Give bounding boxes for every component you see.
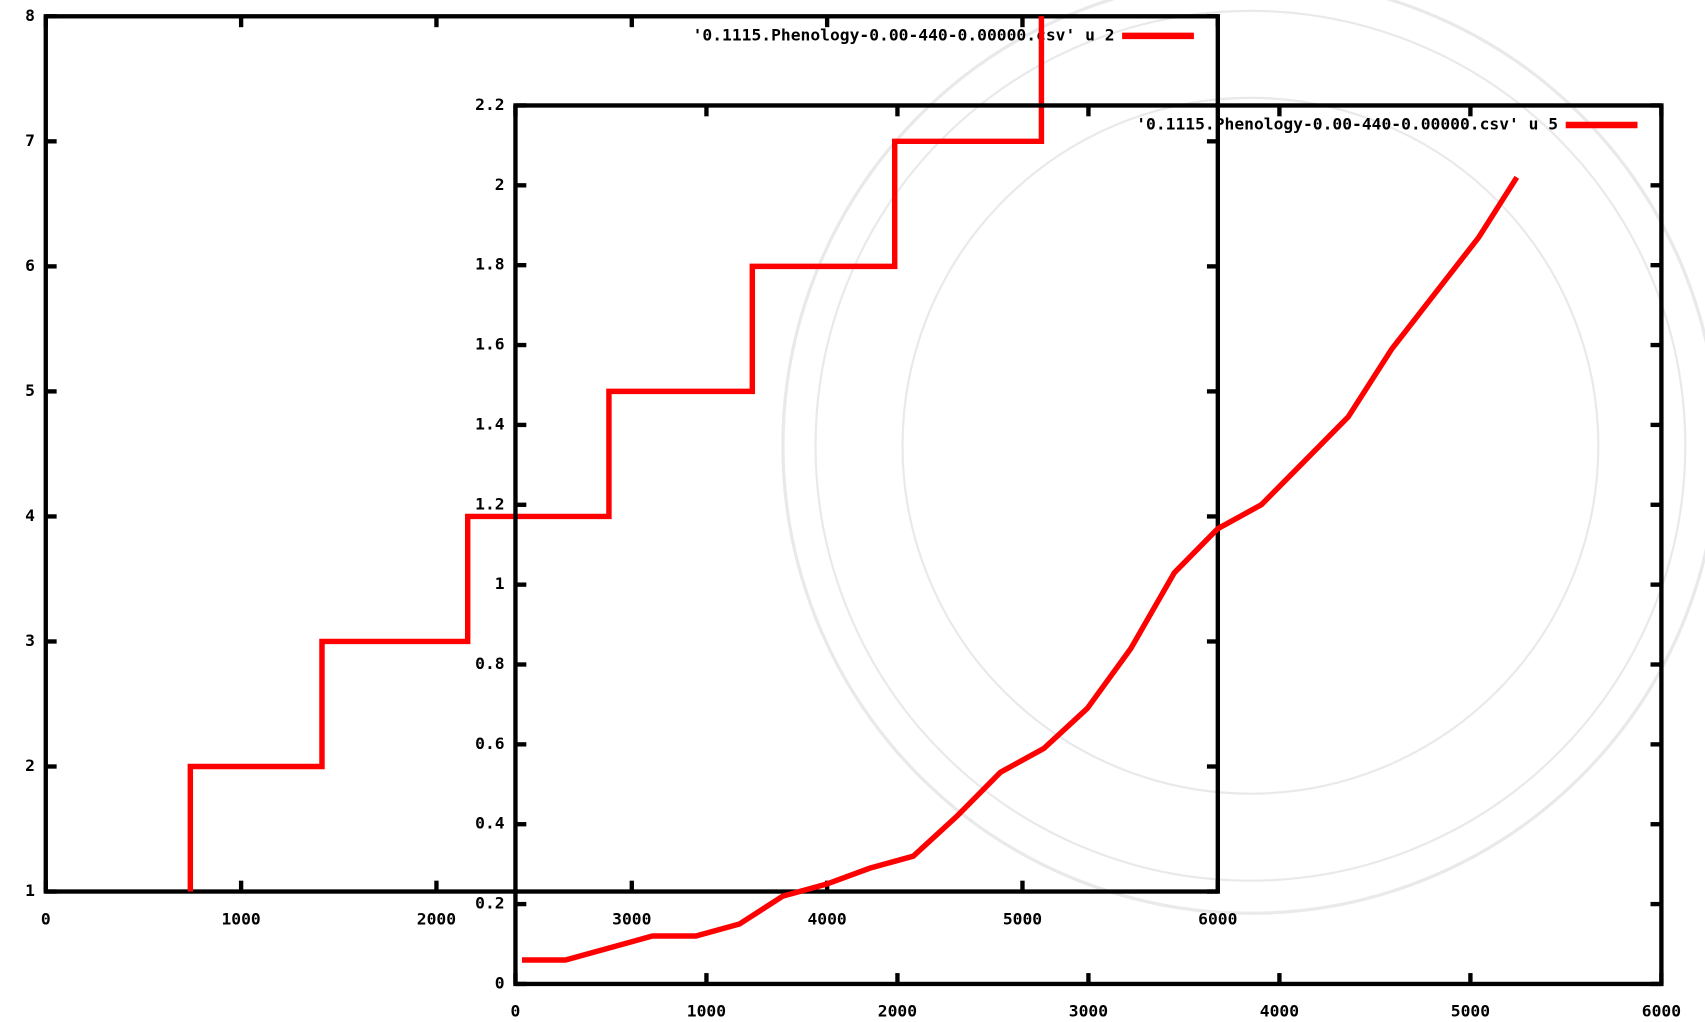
y-tick-label: 2 bbox=[25, 756, 35, 775]
x-tick-label: 3000 bbox=[1069, 1002, 1108, 1021]
x-tick-label: 1000 bbox=[221, 909, 260, 928]
x-tick-label: 5000 bbox=[1003, 909, 1042, 928]
x-tick-label: 4000 bbox=[808, 909, 847, 928]
x-tick-label: 6000 bbox=[1642, 1002, 1681, 1021]
y-tick-label: 0 bbox=[495, 973, 505, 992]
background-seal bbox=[781, 0, 1705, 915]
x-tick-label: 2000 bbox=[878, 1002, 917, 1021]
y-tick-label: 1.2 bbox=[475, 494, 504, 513]
y-tick-label: 1.4 bbox=[475, 414, 505, 433]
x-tick-label: 2000 bbox=[417, 909, 456, 928]
y-tick-label: 8 bbox=[25, 6, 35, 25]
y-tick-label: 0.4 bbox=[475, 814, 505, 833]
legend-label: '0.1115.Phenology-0.00-440-0.00000.csv' … bbox=[693, 25, 1115, 44]
y-tick-label: 6 bbox=[25, 256, 35, 275]
y-tick-label: 1.8 bbox=[475, 255, 504, 274]
y-tick-label: 2.2 bbox=[475, 95, 504, 114]
x-tick-label: 6000 bbox=[1198, 909, 1237, 928]
data-line bbox=[187, 16, 1045, 892]
x-tick-label: 0 bbox=[511, 1002, 521, 1021]
x-tick-label: 0 bbox=[41, 909, 51, 928]
x-tick-label: 3000 bbox=[612, 909, 651, 928]
x-tick-label: 5000 bbox=[1451, 1002, 1490, 1021]
y-tick-label: 0.8 bbox=[475, 654, 504, 673]
legend-label: '0.1115.Phenology-0.00-440-0.00000.csv' … bbox=[1136, 115, 1558, 134]
y-tick-label: 0.2 bbox=[475, 894, 504, 913]
y-tick-label: 3 bbox=[25, 631, 35, 650]
y-tick-label: 1 bbox=[25, 881, 35, 900]
y-tick-label: 7 bbox=[25, 131, 35, 150]
y-tick-label: 5 bbox=[25, 381, 35, 400]
x-tick-label: 1000 bbox=[687, 1002, 726, 1021]
y-tick-label: 0.6 bbox=[475, 734, 504, 753]
y-tick-label: 1.6 bbox=[475, 335, 504, 354]
plot-frame bbox=[43, 14, 1220, 894]
data-line bbox=[521, 175, 1520, 963]
plot-frame bbox=[513, 103, 1664, 987]
x-tick-label: 4000 bbox=[1260, 1002, 1299, 1021]
y-tick-label: 4 bbox=[25, 506, 35, 525]
y-tick-label: 1 bbox=[495, 574, 505, 593]
y-tick-label: 2 bbox=[495, 175, 505, 194]
